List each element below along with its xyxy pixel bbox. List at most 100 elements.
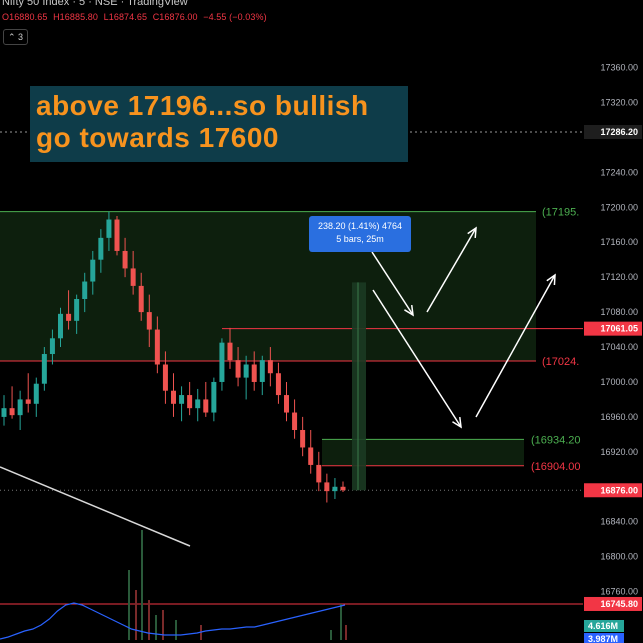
candle-body [267, 360, 273, 374]
change-value: −4.55 (−0.03%) [203, 12, 267, 22]
chart-title[interactable]: Nifty 50 Index · 5 · NSE · TradingView [2, 0, 188, 8]
price-tag [584, 321, 642, 336]
candle-body [332, 486, 338, 492]
axis-tick-label: 17160.00 [600, 237, 638, 247]
annotation-line-2: go towards 17600 [36, 122, 279, 153]
volume-bar [340, 604, 342, 640]
candle-body [284, 395, 289, 413]
volume-bar [141, 530, 143, 640]
axis-tick-label: 17080.00 [600, 307, 638, 317]
candle-body [187, 395, 193, 409]
legend-collapse-button[interactable]: ⌃ 3 [3, 29, 28, 45]
chevron-up-icon: ⌃ [7, 32, 16, 42]
volume-bar [162, 610, 164, 640]
price-tag-label: 16745.80 [600, 599, 638, 609]
volume-bar [175, 620, 177, 640]
candle-body [243, 364, 249, 378]
candle-body [179, 395, 185, 404]
arrow-up-1 [426, 227, 477, 313]
candle-body [340, 486, 346, 491]
measure-bars: 5 bars, 25m [336, 234, 384, 244]
candle-body [308, 447, 314, 465]
axis-tick-label: 16760.00 [600, 587, 638, 597]
indicator-count: 3 [18, 32, 24, 42]
candle-body [251, 364, 257, 382]
candle-body [98, 237, 104, 260]
low-value: L16874.65 [103, 12, 148, 22]
candle-body [300, 430, 306, 448]
price-axis [583, 0, 643, 643]
axis-tick-label: 17360.00 [600, 63, 638, 73]
volume-bar [155, 615, 157, 640]
measure-range [352, 282, 366, 491]
price-tag-label: 17286.20 [600, 127, 638, 137]
volume-tag [584, 620, 624, 632]
volume-bar [330, 630, 332, 640]
measure-tooltip: 238.20 (1.41%) 4764 5 bars, 25m [309, 216, 411, 252]
candle-body [195, 399, 201, 409]
axis-tick-label: 17120.00 [600, 272, 638, 282]
annotation-textbox[interactable]: above 17196...so bullish go towards 1760… [30, 86, 408, 162]
candle-body [324, 482, 330, 492]
candle-body [122, 250, 128, 269]
volume-tag [584, 633, 624, 643]
arrow-down-2 [372, 289, 462, 428]
candle-body [114, 219, 120, 251]
candle-body [171, 390, 176, 404]
arrow-up-2-head [546, 273, 556, 286]
measure-change: 238.20 (1.41%) 4764 [317, 221, 403, 231]
axis-tick-label: 16920.00 [600, 447, 638, 457]
candle-body [146, 312, 152, 330]
zone-label: (17024. [542, 356, 579, 368]
zone-label: (17195. [542, 207, 579, 219]
candle-body [235, 360, 241, 378]
open-value: O16880.65 [2, 12, 48, 22]
arrow-up-1-head [467, 226, 477, 239]
zone-label: (16904.00 [531, 461, 581, 473]
high-value: H16885.80 [53, 12, 99, 22]
candle-body [58, 313, 63, 339]
arrow-down-1-head [404, 304, 414, 317]
close-value: C16876.00 [152, 12, 198, 22]
price-tag [584, 596, 642, 611]
candle-body [17, 399, 23, 416]
candle-body [33, 383, 39, 404]
candle-body [227, 342, 233, 361]
candle-body [219, 342, 225, 382]
axis-tick-label: 16960.00 [600, 412, 638, 422]
axis-tick-label: 16840.00 [600, 517, 638, 527]
volume-bar [345, 625, 347, 640]
ohlc-legend: O16880.65 H16885.80 L16874.65 C16876.00 … [2, 12, 270, 22]
price-tag-label: 16876.00 [600, 485, 638, 495]
axis-tick-label: 17200.00 [600, 202, 638, 212]
candle-body [316, 464, 322, 483]
axis-tick-label: 16800.00 [600, 552, 638, 562]
candle-body [49, 338, 55, 355]
candle-body [41, 354, 47, 384]
zone-label: (16934.20 [531, 434, 581, 446]
candle-body [211, 381, 217, 413]
target-zone-1 [0, 211, 536, 362]
candle-body [25, 399, 31, 404]
candle-body [203, 399, 209, 413]
annotation-line-1: above 17196...so bullish [36, 90, 369, 121]
volume-average-line [0, 602, 346, 640]
arrow-up-2 [475, 274, 556, 418]
axis-tick-label: 17240.00 [600, 167, 638, 177]
candle-body [259, 360, 265, 382]
candle-body [1, 408, 7, 417]
candle-body [154, 329, 160, 365]
candle-body [292, 412, 298, 430]
candle-body [90, 259, 96, 282]
volume-bar [128, 570, 130, 640]
price-tag-label: 17061.05 [600, 324, 638, 334]
candle-body [130, 268, 136, 286]
axis-tick-label: 17000.00 [600, 377, 638, 387]
volume-bar [135, 590, 137, 640]
volume-bar [148, 600, 150, 640]
candle-body [82, 281, 88, 299]
arrow-down-1 [371, 251, 414, 316]
axis-tick-label: 17040.00 [600, 342, 638, 352]
candle-body [66, 313, 72, 321]
axis-tick-label: 17320.00 [600, 97, 638, 107]
